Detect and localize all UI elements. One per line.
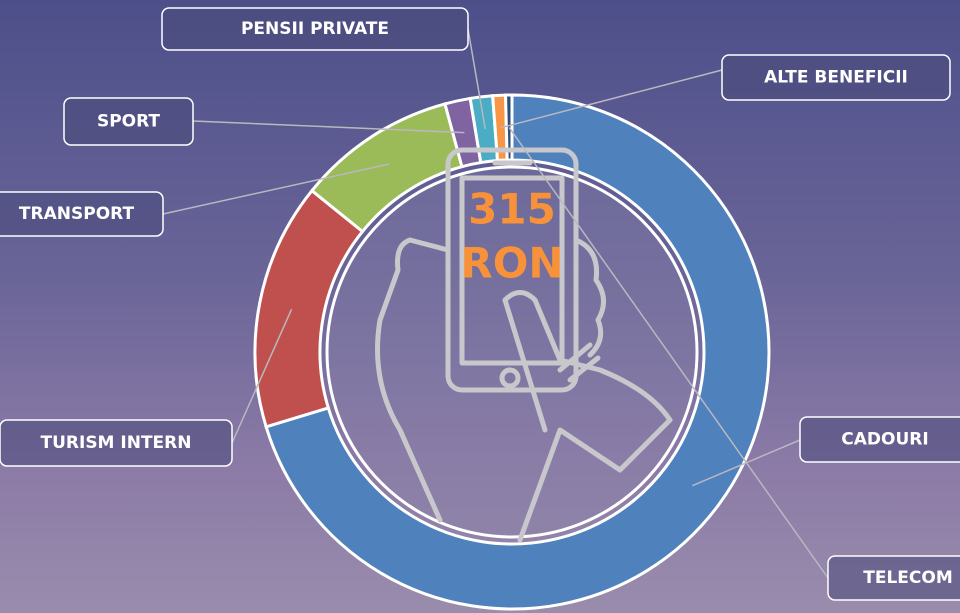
label-box [63, 97, 194, 146]
slice [264, 93, 771, 611]
center-label: 315 [468, 185, 556, 234]
slice-label: CADOURI [841, 430, 928, 450]
leader-line [192, 120, 465, 134]
leader-line [231, 308, 293, 444]
label-box [0, 191, 164, 237]
label-box [827, 555, 960, 601]
slice-label: PENSII PRIVATE [241, 19, 389, 39]
label-box [799, 416, 960, 463]
slice [504, 93, 514, 162]
label-box [0, 419, 233, 467]
leader-line [500, 69, 723, 129]
leader-line [162, 163, 390, 215]
slice-label: ALTE BENEFICII [764, 68, 908, 88]
slice-label: TURISM INTERN [41, 433, 192, 453]
center-label: RON [460, 239, 563, 288]
slice-label: TRANSPORT [19, 204, 135, 224]
slice-label: SPORT [97, 112, 160, 132]
slices [253, 93, 771, 611]
label-box [161, 7, 469, 51]
label-box [721, 54, 951, 101]
labels: CADOURI TURISM INTERN TRANSPORT SPORT PENSII… [0, 7, 960, 601]
hand-phone-icon [325, 147, 699, 543]
leader-line [508, 127, 829, 579]
slice-label: TELECOM [863, 568, 953, 588]
leader-line [467, 28, 487, 130]
